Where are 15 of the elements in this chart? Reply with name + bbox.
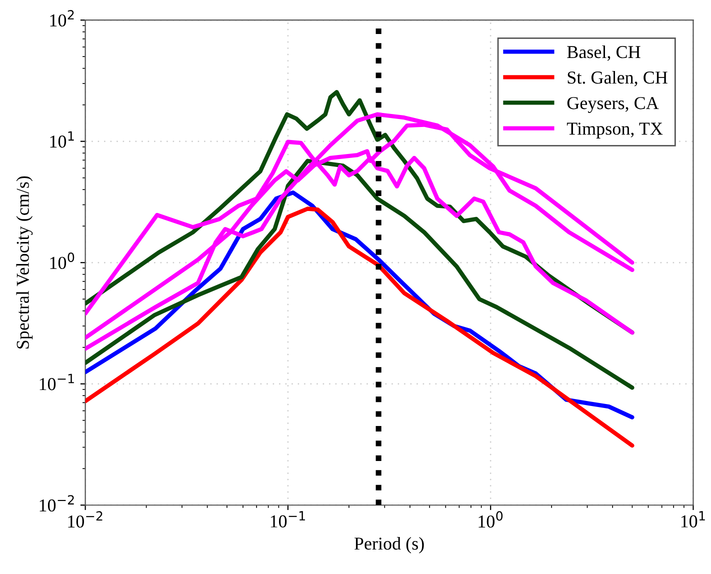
- x-tick-label: 10$^{−2}$: [68, 511, 102, 528]
- x-tick-label: 10$^{1}$: [681, 511, 705, 528]
- legend-label: Timpson, TX: [566, 122, 663, 138]
- y-axis-title: Spectral Velocity (cm/s): [16, 176, 33, 348]
- y-tick-label: 10$^{−2}$: [40, 495, 74, 512]
- x-tick-label: 10$^{−1}$: [270, 511, 305, 528]
- legend-label: Geysers, CA: [567, 97, 659, 113]
- y-tick-label: 10$^{−1}$: [40, 374, 74, 390]
- y-tick-label: 10$^{0}$: [50, 252, 74, 270]
- legend-label: Basel, CH: [567, 45, 640, 61]
- legend-label: St. Galen, CH: [568, 70, 668, 86]
- x-axis-title: Period (s): [354, 537, 424, 554]
- x-tick-label: 10$^{0}$: [478, 511, 503, 528]
- y-tick-label: 10$^{1}$: [50, 131, 74, 148]
- y-tick-label: 10$^{2}$: [50, 10, 74, 27]
